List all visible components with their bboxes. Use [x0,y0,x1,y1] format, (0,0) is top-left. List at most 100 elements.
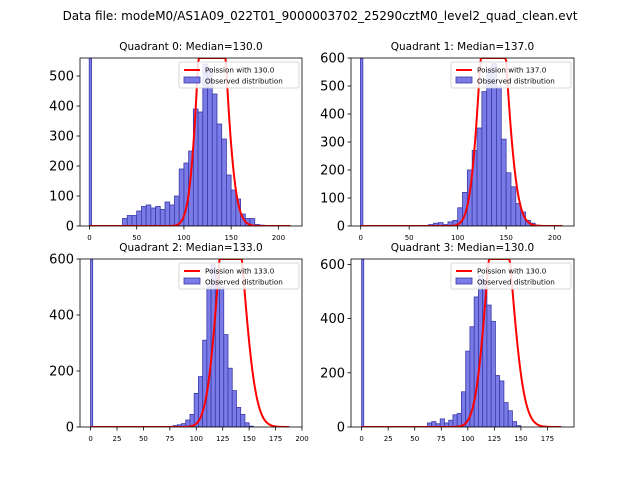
x-tick-label: 0 [88,435,92,443]
subplot-title: Quadrant 3: Median=130.0 [391,242,534,254]
histogram-bar [223,334,229,427]
axes-frame [350,258,575,428]
y-tick-label: 200 [49,365,74,380]
histogram-bar [505,172,512,226]
x-tick-label: 125 [488,435,501,443]
y-tick-label: 200 [320,366,345,381]
x-tick-label: 0 [359,435,363,443]
x-tick-label: 50 [132,234,141,242]
subplot-quadrant-0: 0 50 100 150 200 0 100 200 300 400 500 Quadrant 0: … [49,41,303,242]
x-tick-label: 200 [272,234,285,242]
histogram-bar [249,218,256,226]
histogram-bar [490,320,496,427]
x-tick-label: 50 [405,234,414,242]
legend-box [178,61,300,89]
x-tick-label: 150 [514,435,527,443]
histogram-bar [155,206,161,226]
legend-bar-swatch [455,277,473,285]
subplot-quadrant-2: 0 25 50 75 100 125 150 175 200 0 200 400 600 Quadrant… [49,242,309,443]
legend-box [178,262,300,290]
x-tick-label: 150 [224,234,237,242]
x-tick-label: 100 [190,435,203,443]
legend-label-observed: Observed distribution [205,278,283,287]
x-tick-label: 100 [451,234,464,242]
x-tick-label: 100 [461,435,474,443]
histogram-bar [197,111,204,226]
legend-box [450,262,572,290]
histogram-bar [439,418,445,427]
poisson-curve [361,259,562,427]
histogram-bar-zero [360,58,364,226]
legend-box [450,61,572,89]
legend-label-poisson: Poission with 137.0 [477,66,547,75]
y-tick-label: 0 [337,421,345,436]
histogram-bar [231,390,237,427]
histogram-bar [456,413,462,427]
histogram-bar-zero [88,58,92,226]
x-tick-label: 0 [358,234,362,242]
histogram-bar [207,68,213,226]
histogram-bar [240,413,246,427]
x-tick-label: 25 [384,435,393,443]
legend-label-poisson: Poission with 130.0 [477,267,547,276]
histogram-bar [126,215,133,226]
x-tick-label: 200 [295,435,308,443]
axes-frame [79,57,303,227]
x-tick-label: 75 [165,435,174,443]
y-tick-label: 400 [49,309,74,324]
y-tick-label: 400 [49,100,74,115]
histogram-bar [219,286,225,427]
legend-label-observed: Observed distribution [477,77,555,86]
y-tick-label: 500 [49,70,74,85]
histogram-bar [473,296,479,427]
histogram-bar [512,421,518,427]
histogram-bar [500,138,507,226]
x-tick-label: 50 [139,435,148,443]
histogram-bar [495,375,501,427]
y-tick-label: 300 [49,130,74,145]
y-tick-label: 300 [320,136,345,151]
histogram-bar [236,406,242,427]
poisson-curve [360,58,563,226]
y-tick-label: 600 [320,52,345,67]
histogram-bar [136,210,142,226]
y-tick-label: 100 [49,190,74,205]
histogram-bar [244,422,250,427]
x-tick-label: 175 [269,435,282,443]
histogram-bar [211,93,218,226]
y-tick-label: 400 [320,108,345,123]
poisson-curve [90,259,290,427]
x-tick-label: 25 [113,435,122,443]
x-tick-label: 150 [242,435,255,443]
histogram-bar [503,402,509,427]
histogram-bar [227,367,233,427]
subplot-quadrant-3: 0 25 50 75 100 125 150 175 0 200 400 600 Quadrant 3:… [320,242,575,443]
plot-area [88,58,291,226]
y-tick-label: 0 [66,220,74,235]
histogram-bar [131,215,138,226]
histogram-bar [226,174,232,226]
histogram-bar [141,206,147,226]
plot-area [90,259,290,427]
x-tick-label: 75 [437,435,446,443]
histogram-bar [499,380,505,427]
x-tick-label: 200 [548,234,561,242]
subplot-title: Quadrant 0: Median=130.0 [119,41,262,53]
subplot-title: Quadrant 1: Median=137.0 [391,41,534,53]
histogram-bar [159,209,166,226]
histogram-bar [174,195,180,226]
y-tick-label: 400 [320,312,345,327]
histogram-bar [216,123,223,226]
figure-title: Data file: modeM0/AS1A09_022T01_90000037… [62,9,578,23]
y-tick-label: 600 [49,253,74,268]
y-tick-label: 600 [320,258,345,273]
histogram-bar [476,127,483,226]
axes-frame [79,258,303,428]
histogram-bar [169,204,175,226]
x-tick-label: 100 [177,234,190,242]
subplot-title: Quadrant 2: Median=133.0 [119,242,262,254]
histogram-bar [486,68,492,226]
plot-area [360,58,563,226]
histogram-bar [230,189,237,226]
